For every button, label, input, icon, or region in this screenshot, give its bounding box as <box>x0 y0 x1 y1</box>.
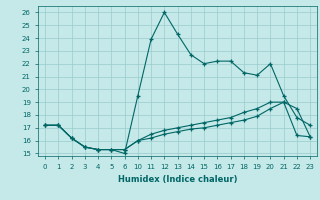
X-axis label: Humidex (Indice chaleur): Humidex (Indice chaleur) <box>118 175 237 184</box>
